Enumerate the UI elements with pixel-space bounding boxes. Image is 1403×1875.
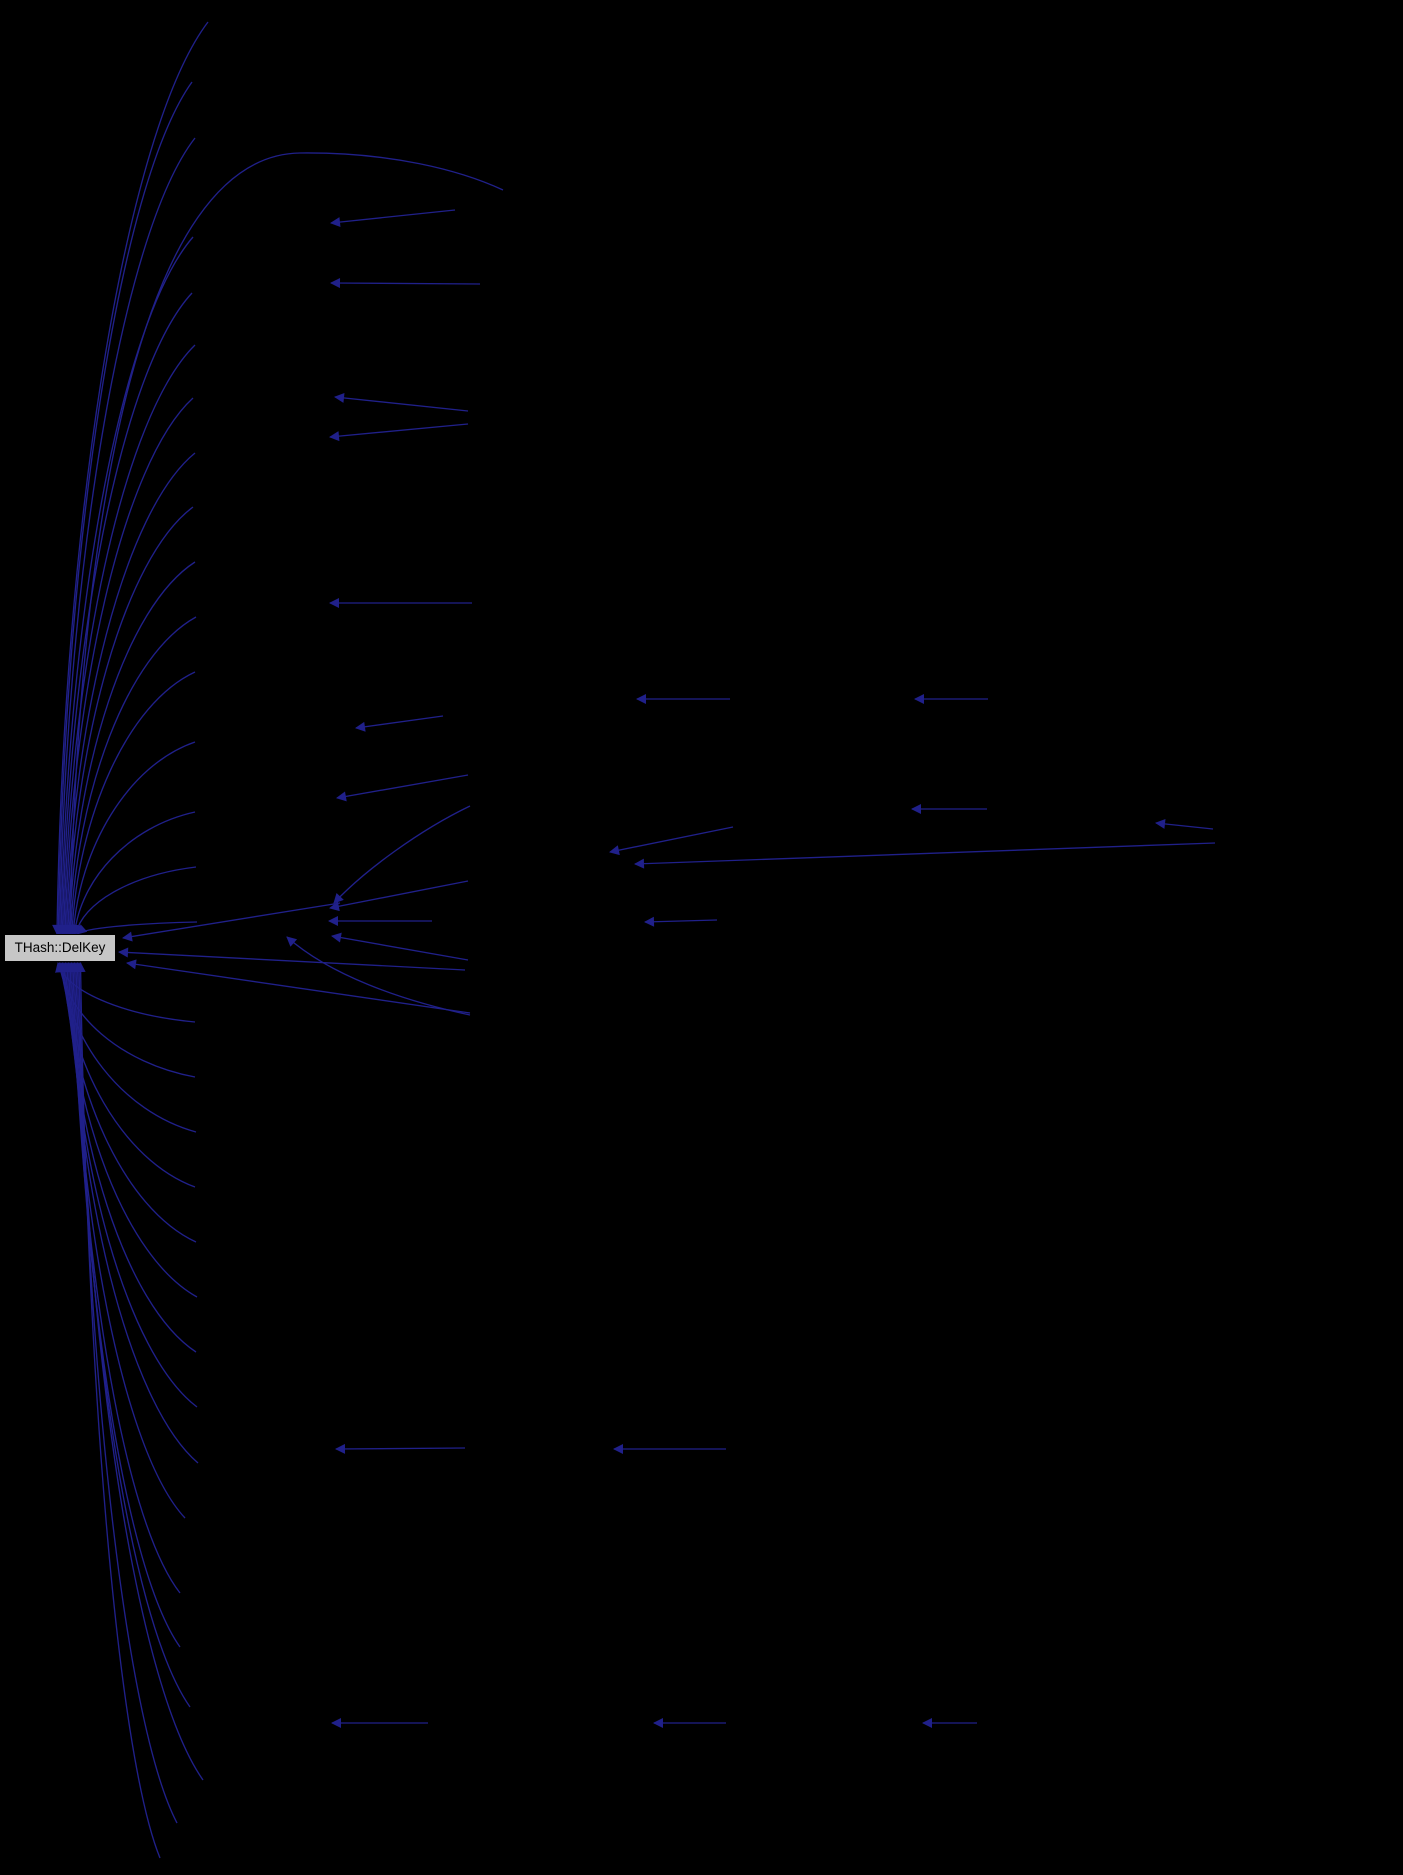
graph-node-delkey: THash::DelKey (4, 934, 116, 962)
graph-node-label: THash::DelKey (14, 940, 106, 956)
